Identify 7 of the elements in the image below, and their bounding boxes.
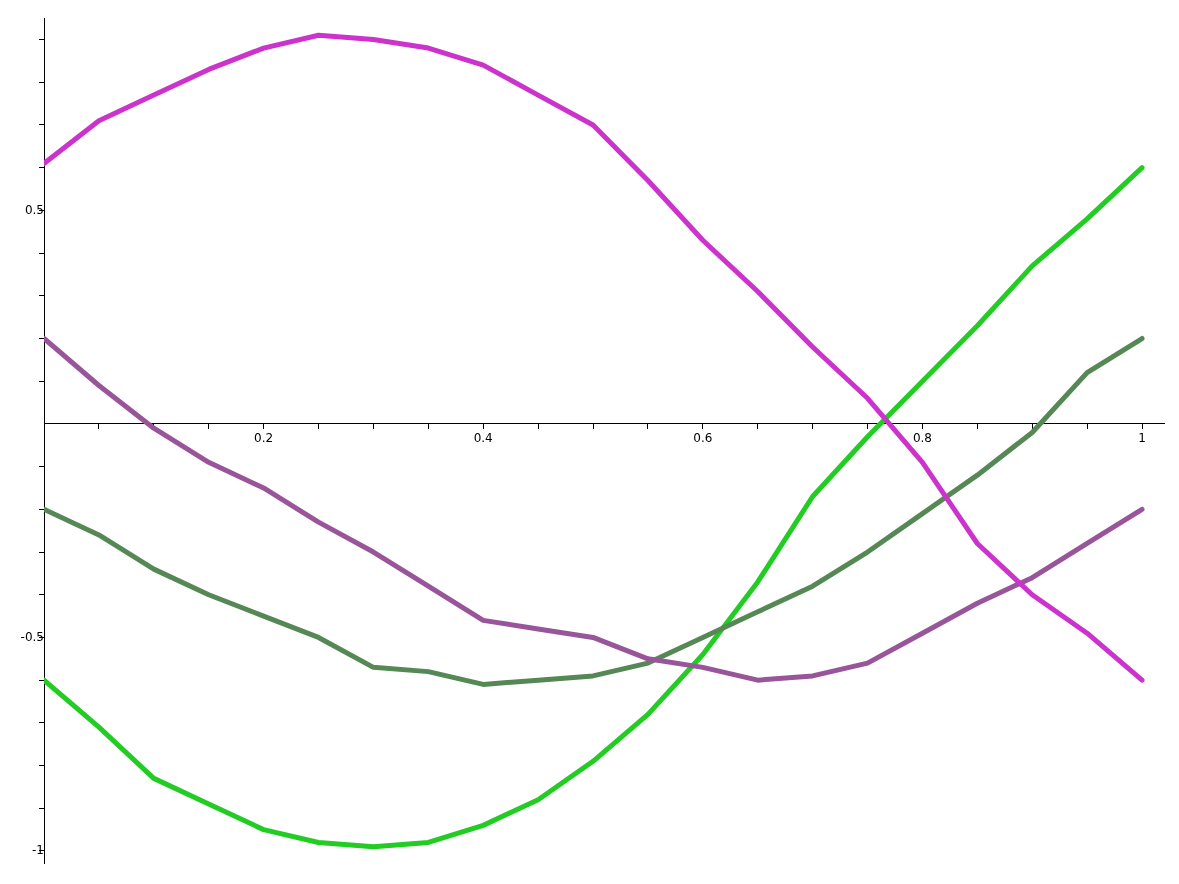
y-tick-label: -0.5 bbox=[20, 629, 44, 644]
x-tick-label: 0.8 bbox=[912, 431, 932, 446]
x-tick-label: 0.4 bbox=[473, 431, 493, 446]
x-tick-label: 0.6 bbox=[693, 431, 713, 446]
x-tick-label: 0.2 bbox=[254, 431, 274, 446]
y-tick-label: 0.5 bbox=[24, 202, 44, 217]
x-tick-label: 1 bbox=[1138, 431, 1146, 446]
